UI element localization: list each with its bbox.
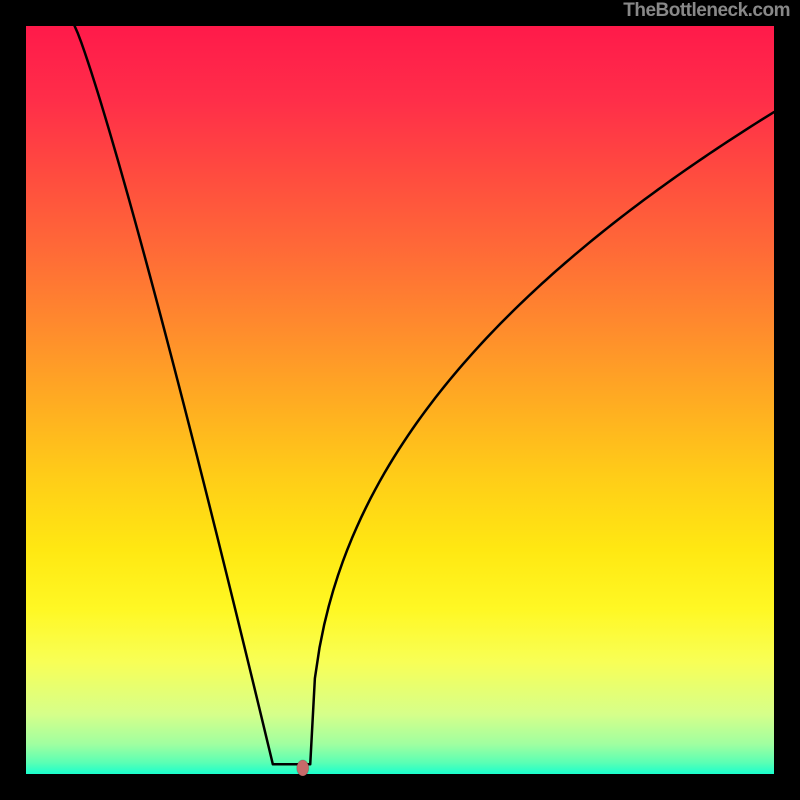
optimum-marker [297, 760, 309, 776]
chart-background [26, 26, 774, 774]
bottleneck-chart [0, 0, 800, 800]
chart-container: { "watermark": { "text": "TheBottleneck.… [0, 0, 800, 800]
